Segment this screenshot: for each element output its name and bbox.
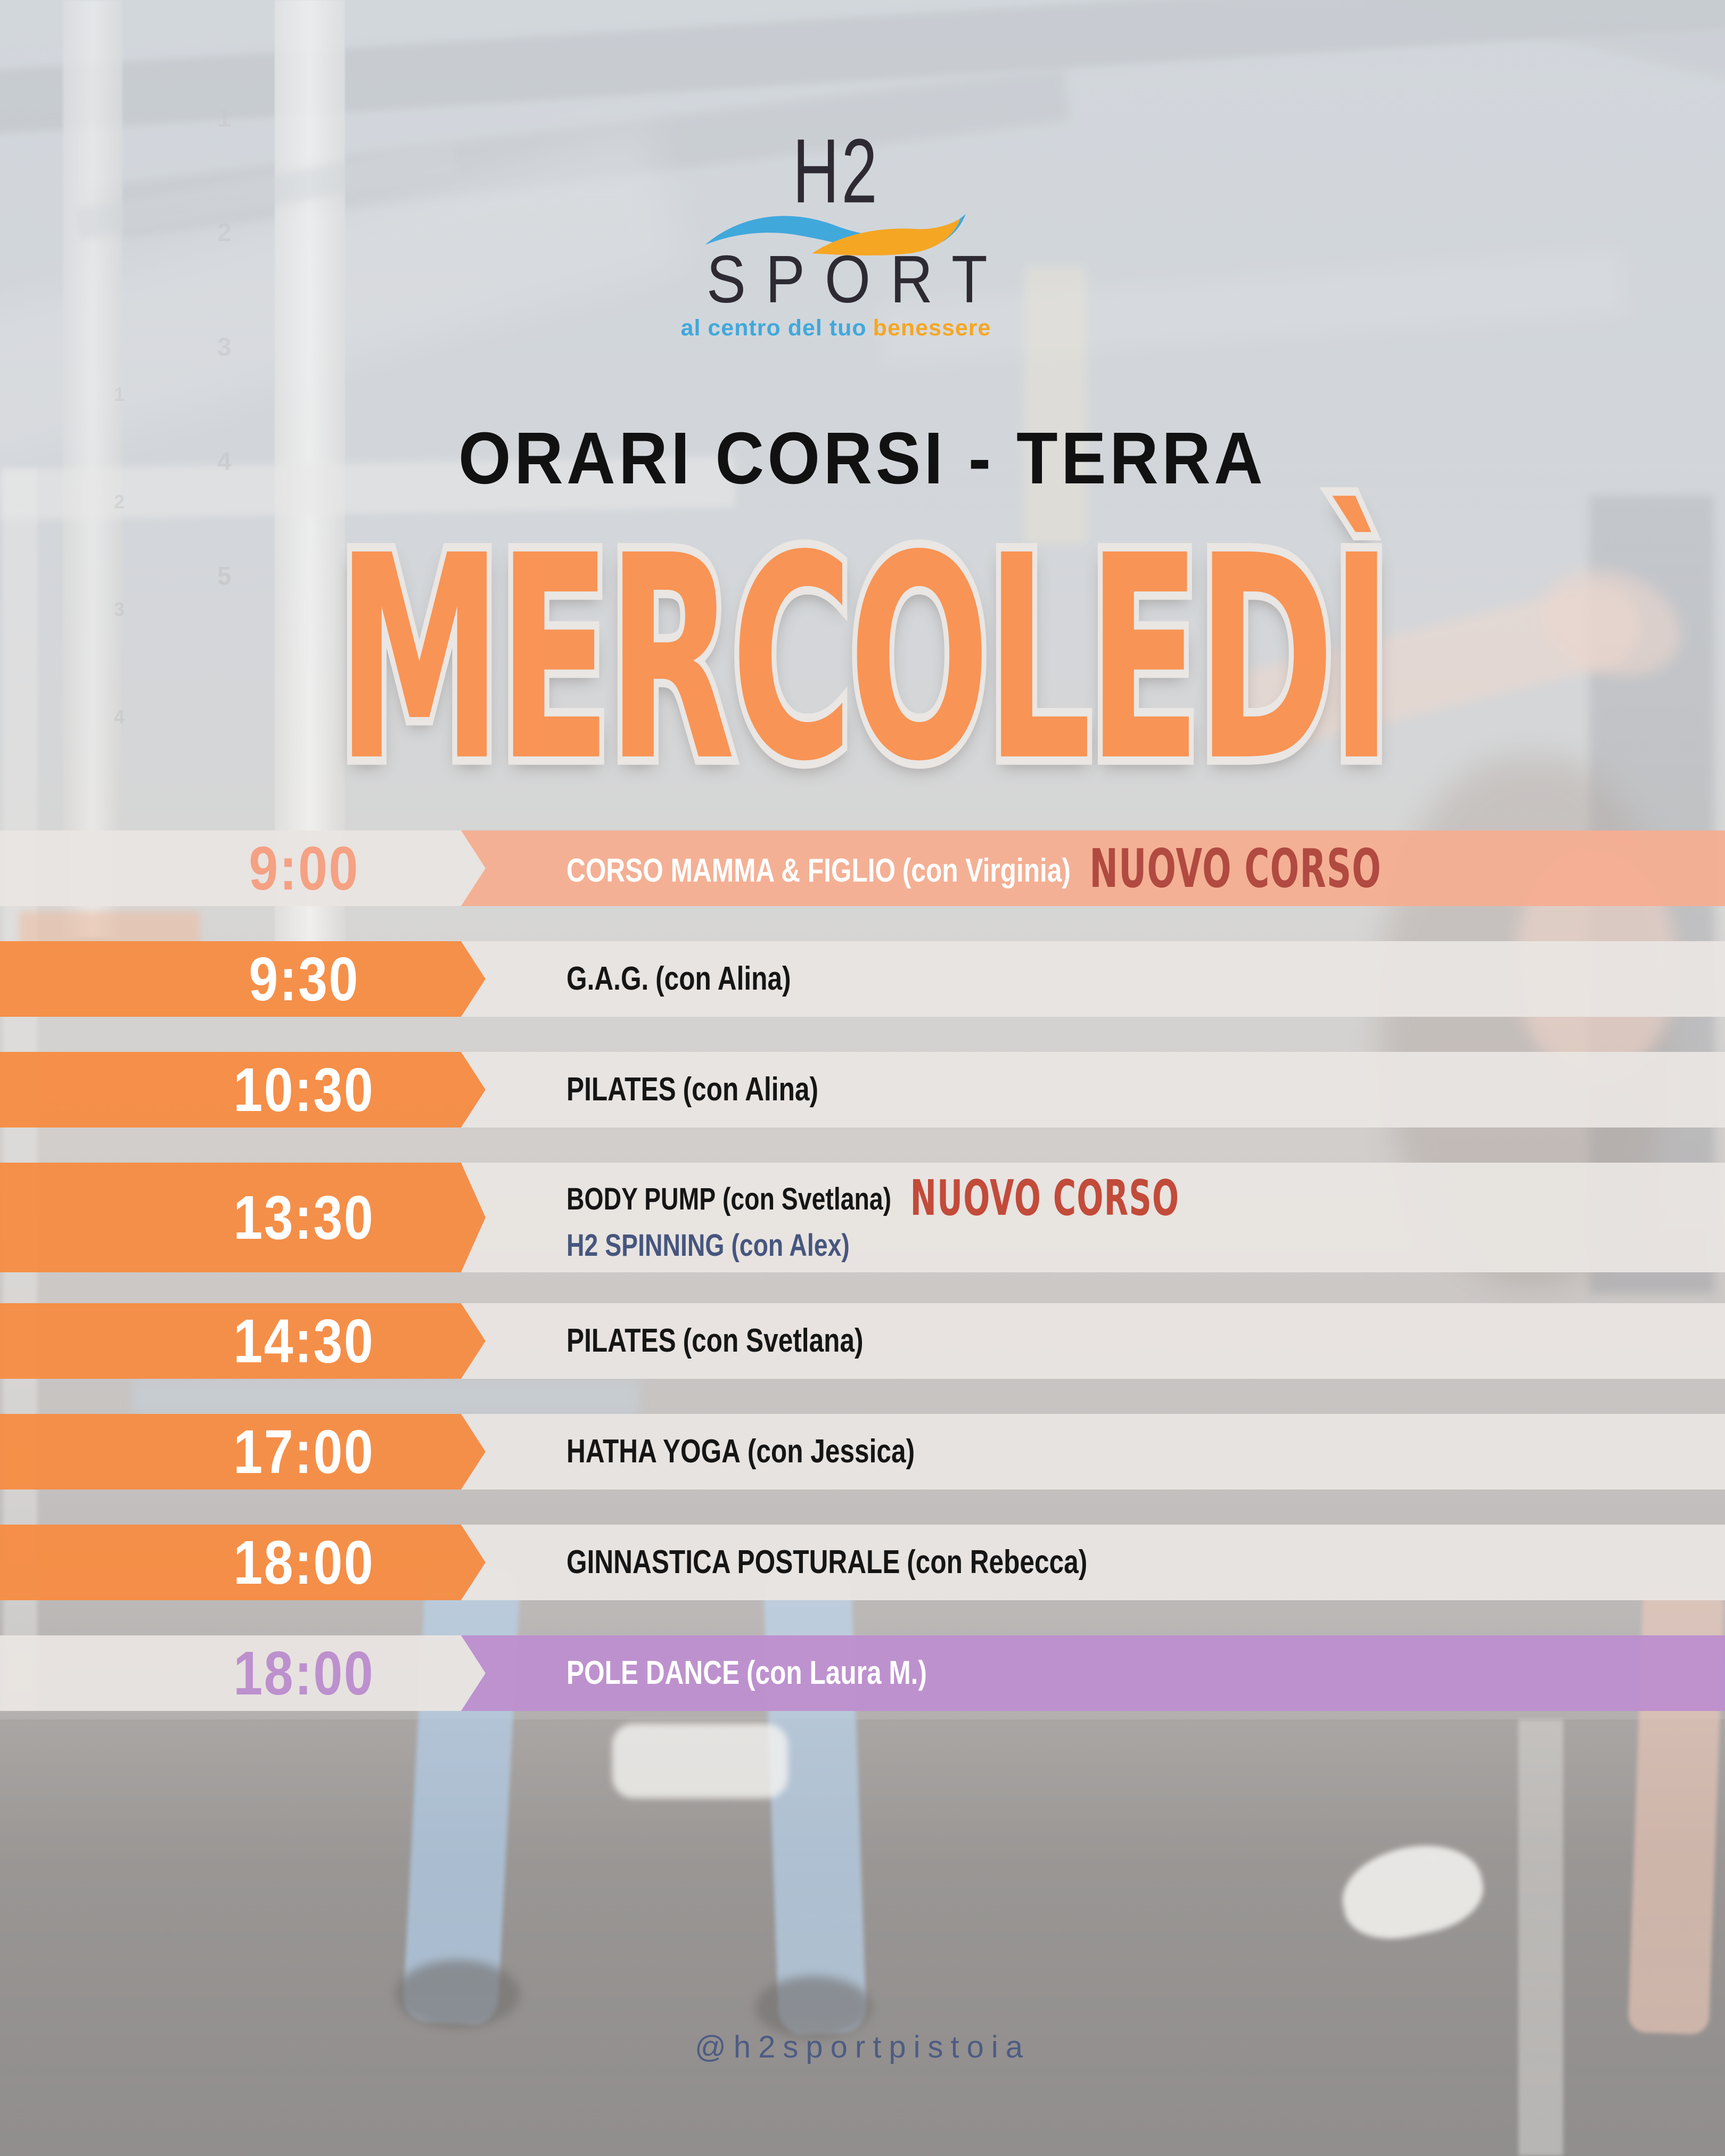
row-time-label: 9:00 [249, 834, 359, 903]
instructor-name: (con Alex) [731, 1228, 850, 1263]
new-course-badge: NUOVO CORSO [1089, 837, 1382, 900]
row-course-bar: BODY PUMP (con Svetlana) NUOVO CORSO H2 SPI… [461, 1163, 1725, 1272]
course-name: G.A.G. [566, 960, 649, 998]
row-time-label: 9:30 [249, 944, 359, 1014]
h2-sport-logo: H2 SPORT al centro del tuo benessere [0, 0, 1698, 373]
logo-tagline: al centro del tuo benessere [0, 315, 1698, 341]
schedule-row: 18:00 POLE DANCE (con Laura M.) [0, 1635, 1725, 1711]
course-name: BODY PUMP [566, 1182, 716, 1217]
course-line: PILATES (con Svetlana) [566, 1323, 1725, 1358]
logo-wave-icon [705, 214, 966, 256]
course-name: PILATES [566, 1322, 676, 1360]
row-time-arrow-bar: 18:00 [0, 1525, 486, 1600]
course-name: GINNASTICA POSTURALE [566, 1544, 900, 1581]
row-time-arrow-bar: 9:00 [0, 830, 486, 906]
row-time-arrow-bar: 14:30 [0, 1303, 486, 1379]
schedule-row: 17:00 HATHA YOGA (con Jessica) [0, 1414, 1725, 1490]
row-course-bar: GINNASTICA POSTURALE (con Rebecca) [461, 1525, 1725, 1600]
course-line: CORSO MAMMA & FIGLIO (con Virginia) NUOVO … [566, 841, 1725, 896]
instructor-name: (con Alina) [683, 1071, 818, 1108]
schedule-row: 9:30 G.A.G. (con Alina) [0, 941, 1725, 1017]
row-course-bar: G.A.G. (con Alina) [461, 941, 1725, 1017]
course-line: H2 SPINNING (con Alex) [566, 1228, 1725, 1263]
instructor-name: (con Svetlana) [683, 1322, 864, 1360]
course-name: HATHA YOGA [566, 1433, 741, 1470]
tagline-blue-part: al centro del tuo [680, 315, 867, 341]
row-course-bar: PILATES (con Alina) [461, 1052, 1725, 1128]
row-time-label: 14:30 [233, 1306, 375, 1376]
row-time-arrow-bar: 9:30 [0, 941, 486, 1017]
row-time-label: 13:30 [233, 1183, 375, 1252]
course-name: POLE DANCE [566, 1655, 740, 1692]
instructor-name: (con Laura M.) [746, 1655, 927, 1692]
instructor-name: (con Svetlana) [722, 1182, 892, 1217]
row-time-arrow-bar: 10:30 [0, 1052, 486, 1128]
course-line: G.A.G. (con Alina) [566, 961, 1725, 996]
tagline-orange-part: benessere [873, 315, 991, 341]
row-course-bar: PILATES (con Svetlana) [461, 1303, 1725, 1379]
course-name: PILATES [566, 1071, 676, 1108]
course-name: CORSO MAMMA & FIGLIO [566, 852, 896, 889]
row-course-bar: POLE DANCE (con Laura M.) [461, 1635, 1725, 1711]
row-time-label: 18:00 [233, 1639, 375, 1708]
row-time-label: 18:00 [233, 1528, 375, 1597]
schedule-row: 10:30 PILATES (con Alina) [0, 1052, 1725, 1128]
course-line: POLE DANCE (con Laura M.) [566, 1656, 1725, 1690]
row-course-bar: CORSO MAMMA & FIGLIO (con Virginia) NUOVO … [461, 830, 1725, 906]
course-line: GINNASTICA POSTURALE (con Rebecca) [566, 1545, 1725, 1579]
logo-sport-text: SPORT [707, 242, 1007, 317]
row-time-arrow-bar: 13:30 [0, 1163, 486, 1272]
instructor-name: (con Jessica) [747, 1433, 915, 1470]
day-title-outline: MERCOLEDÌ [332, 496, 1397, 824]
schedule-row: 13:30 BODY PUMP (con Svetlana) NUOVO CORSO… [0, 1163, 1725, 1272]
schedule-row: 14:30 PILATES (con Svetlana) [0, 1303, 1725, 1379]
schedule-row: 9:00 CORSO MAMMA & FIGLIO (con Virginia) N… [0, 830, 1725, 906]
row-time-label: 10:30 [233, 1055, 375, 1124]
page-title: ORARI CORSI - TERRA [458, 417, 1267, 499]
new-course-badge: NUOVO CORSO [910, 1170, 1180, 1227]
day-title-fill: MERCOLEDÌ [336, 496, 1393, 824]
instagram-handle: @h2sportpistoia [695, 2030, 1030, 2064]
row-time-arrow-bar: 18:00 [0, 1635, 486, 1711]
instructor-name: (con Rebecca) [907, 1544, 1088, 1581]
row-time-arrow-bar: 17:00 [0, 1414, 486, 1490]
row-course-bar: HATHA YOGA (con Jessica) [461, 1414, 1725, 1490]
course-line: HATHA YOGA (con Jessica) [566, 1434, 1725, 1469]
course-line: BODY PUMP (con Svetlana) NUOVO CORSO [566, 1173, 1725, 1224]
schedule-row: 18:00 GINNASTICA POSTURALE (con Rebecca) [0, 1525, 1725, 1600]
row-time-label: 17:00 [233, 1417, 375, 1486]
instructor-name: (con Virginia) [902, 852, 1071, 889]
course-line: PILATES (con Alina) [566, 1072, 1725, 1107]
logo-h2-text: H2 [792, 120, 880, 222]
course-name: H2 SPINNING [566, 1228, 725, 1263]
day-title: MERCOLEDÌ MERCOLEDÌ [0, 511, 1725, 809]
instructor-name: (con Alina) [655, 960, 791, 998]
